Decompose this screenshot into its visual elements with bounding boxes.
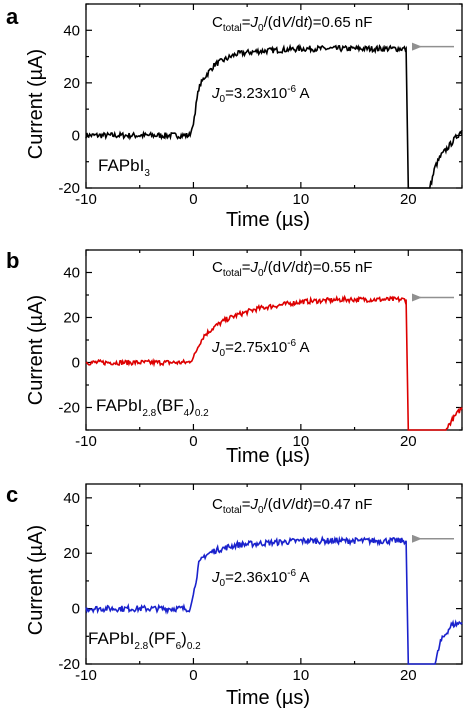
y-tick-label: 20 (63, 545, 80, 562)
axis-ticks: -10 0 10 20 -20 0 20 40 (58, 249, 463, 450)
current-trace (85, 535, 463, 665)
y-axis-label: Current (µA) (25, 295, 47, 405)
plot-frame (85, 483, 463, 665)
y-tick-label: 0 (72, 127, 80, 144)
x-axis-label: Time (µs) (226, 209, 310, 231)
x-tick-label: 20 (400, 667, 417, 684)
x-tick-label: 10 (293, 433, 310, 450)
axis-ticks: -10 0 10 20 -20 0 20 40 (58, 3, 463, 208)
y-tick-label: 20 (63, 310, 80, 327)
x-tick-label: -10 (75, 667, 97, 684)
panel-letter: a (6, 4, 19, 29)
x-tick-label: 10 (293, 191, 310, 208)
x-tick-label: 0 (189, 667, 197, 684)
x-tick-label: 0 (189, 433, 197, 450)
current-trace (85, 294, 463, 431)
ctotal-annotation: Ctotal=J0/(dV/dt)=0.55 nF (212, 259, 372, 279)
y-axis-label: Current (µA) (25, 49, 47, 159)
x-tick-label: 20 (400, 433, 417, 450)
y-tick-label: 40 (63, 490, 80, 507)
y-tick-label: 40 (63, 22, 80, 39)
x-tick-label: -10 (75, 191, 97, 208)
x-axis-label: Time (µs) (226, 687, 310, 709)
y-tick-label: 0 (72, 601, 80, 618)
j0-annotation: J0=3.23x10-6 A (211, 84, 309, 105)
y-tick-label: 40 (63, 265, 80, 282)
y-tick-label: 20 (63, 75, 80, 92)
sample-label: FAPbI2.8(BF4)0.2 (96, 396, 209, 419)
j0-annotation: J0=2.75x10-6 A (211, 338, 309, 359)
x-axis-label: Time (µs) (226, 445, 310, 467)
sample-label: FAPbI3 (98, 156, 150, 179)
ctotal-annotation: Ctotal=J0/(dV/dt)=0.65 nF (212, 14, 372, 34)
x-tick-label: 20 (400, 191, 417, 208)
x-tick-label: 10 (293, 667, 310, 684)
x-tick-label: -10 (75, 433, 97, 450)
panel-letter: c (6, 482, 18, 507)
y-tick-label: -20 (58, 180, 80, 197)
sample-label: FAPbI2.8(PF6)0.2 (88, 629, 201, 652)
y-axis-label: Current (µA) (25, 525, 47, 635)
y-tick-label: -20 (58, 656, 80, 673)
panel-letter: b (6, 248, 19, 273)
panel-b: b -10 0 10 20 -20 0 20 40 Ctotal=J0/(dV/dt)=0.5… (6, 248, 463, 467)
current-trace (85, 43, 463, 189)
panel-a: a -10 0 10 20 -20 0 20 40 Ctotal=J0/(dV/dt)=0.6… (6, 3, 463, 231)
axis-ticks: -10 0 10 20 -20 0 20 40 (58, 484, 463, 684)
panel-c: c -10 0 10 20 -20 0 20 40 Ctotal=J0/(dV/dt)=0.4… (6, 482, 463, 709)
x-tick-label: 0 (189, 191, 197, 208)
plot-frame (85, 3, 463, 189)
y-tick-label: -20 (58, 400, 80, 417)
j0-annotation: J0=2.36x10-6 A (211, 568, 309, 589)
y-tick-label: 0 (72, 355, 80, 372)
ctotal-annotation: Ctotal=J0/(dV/dt)=0.47 nF (212, 496, 372, 516)
